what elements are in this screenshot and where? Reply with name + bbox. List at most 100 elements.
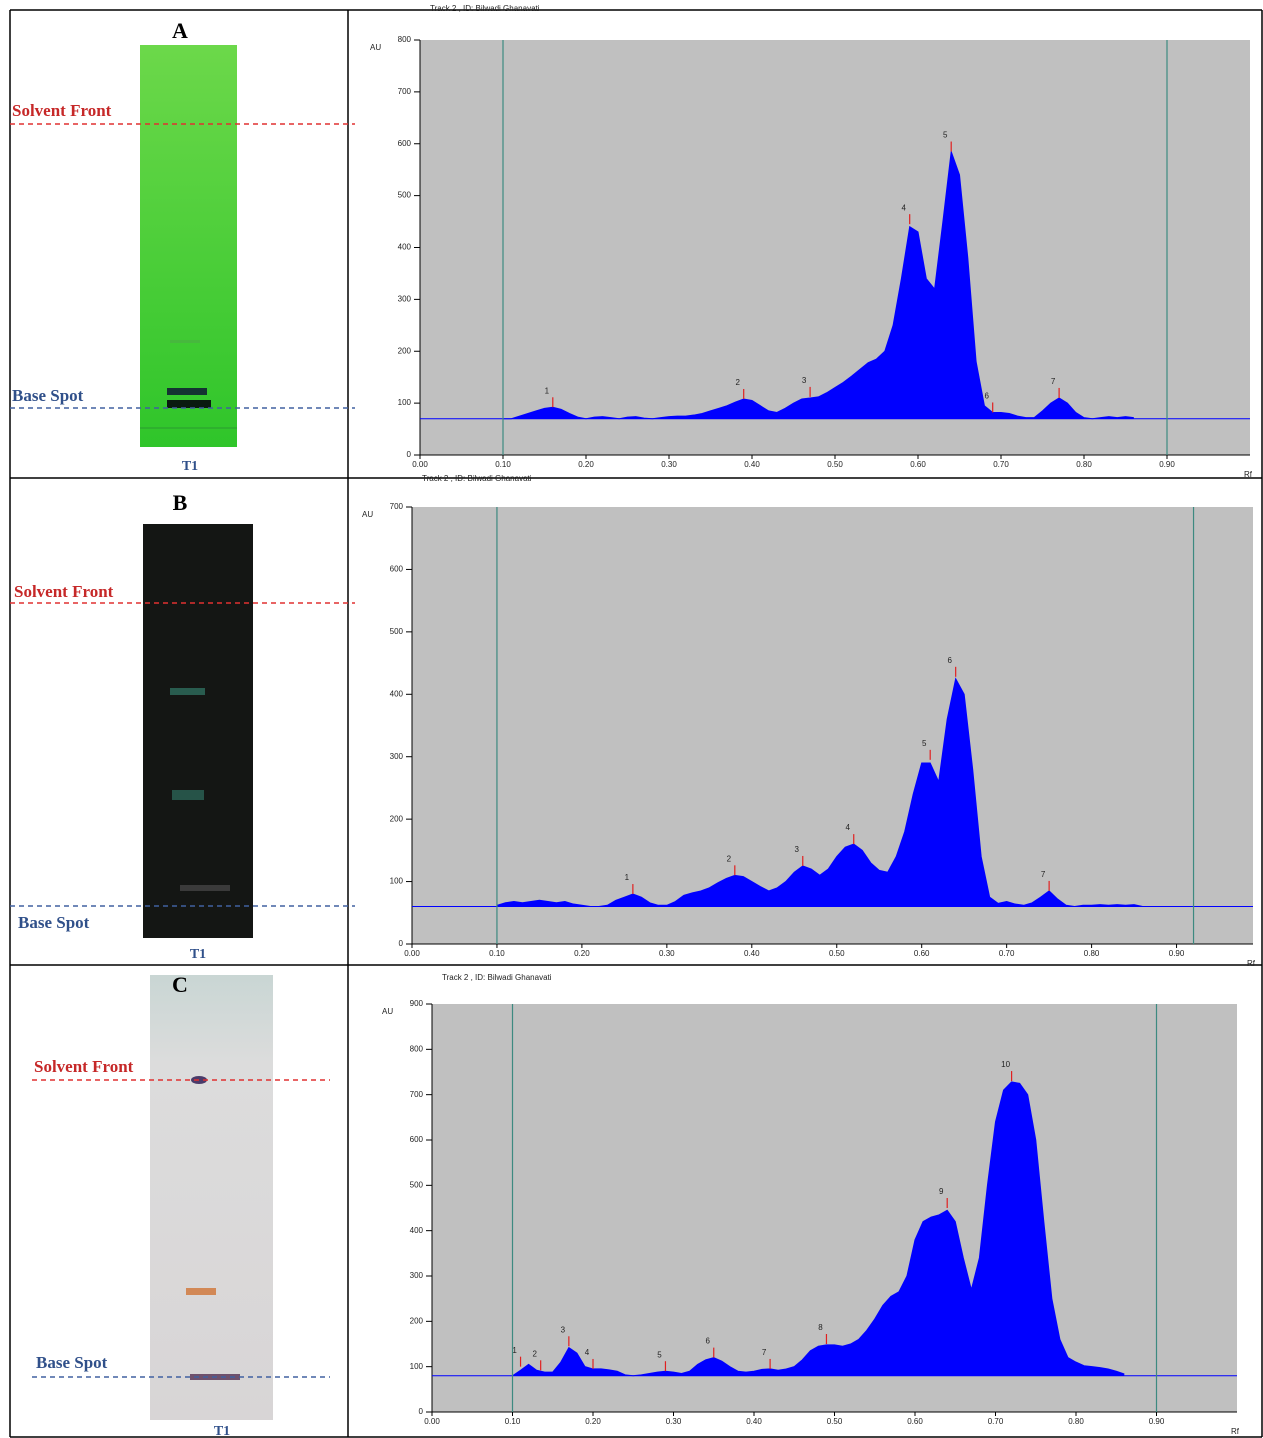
y-tick-label: 400: [398, 243, 412, 252]
plate-b: [10, 524, 355, 938]
x-tick-label: 0.30: [659, 949, 675, 958]
peak-label: 4: [846, 823, 851, 832]
peak-label: 8: [818, 1323, 823, 1332]
x-tick-label: 0.70: [993, 460, 1009, 469]
y-tick-label: 800: [410, 1044, 424, 1053]
panel-label: A: [172, 18, 188, 43]
peak-label: 6: [947, 656, 952, 665]
y-tick-label: 200: [398, 346, 412, 355]
x-tick-label: 0.10: [505, 1417, 521, 1426]
chart-title: Track 2 , ID: Bilwadi Ghanavati: [442, 973, 552, 982]
x-tick-label: 0.00: [404, 949, 420, 958]
track-label: T1: [182, 459, 198, 474]
x-tick-label: 0.70: [999, 949, 1015, 958]
y-tick-label: 500: [410, 1180, 424, 1189]
y-tick-label: 200: [410, 1316, 424, 1325]
peak-label: 10: [1001, 1060, 1010, 1069]
peak-label: 5: [943, 131, 948, 140]
trace-line: [512, 1081, 1125, 1377]
x-tick-label: 0.10: [495, 460, 511, 469]
peak-label: 1: [545, 386, 550, 395]
y-tick-label: 700: [390, 502, 404, 511]
peak-label: 7: [1051, 377, 1056, 386]
x-tick-label: 0.40: [744, 949, 760, 958]
panel-label: C: [172, 972, 188, 997]
x-tick-label: 0.10: [489, 949, 505, 958]
trace-line: [503, 151, 1134, 420]
x-tick-label: 0.30: [661, 460, 677, 469]
y-tick-label: 100: [398, 398, 412, 407]
x-tick-label: 0.40: [744, 460, 760, 469]
peak-label: 3: [561, 1325, 566, 1334]
x-tick-label: 0.80: [1084, 949, 1100, 958]
peak-label: 3: [795, 845, 800, 854]
chart-title: Track 2 , ID: Bilwadi Ghanavati: [422, 474, 532, 483]
base-spot-label: Base Spot: [18, 913, 90, 932]
x-tick-label: 0.00: [412, 460, 428, 469]
plate-a: [10, 45, 355, 447]
table-borders: [9, 9, 1263, 1438]
y-tick-label: 700: [410, 1090, 424, 1099]
y-tick-label: 200: [390, 814, 404, 823]
peak-label: 7: [1041, 870, 1046, 879]
y-tick-label: 900: [410, 999, 424, 1008]
y-tick-label: 600: [410, 1135, 424, 1144]
y-axis-label: AU: [382, 1007, 393, 1016]
peak-label: 1: [512, 1346, 517, 1355]
x-tick-label: 0.20: [578, 460, 594, 469]
y-tick-label: 0: [399, 939, 404, 948]
x-axis-label: Rf: [1244, 470, 1253, 479]
y-tick-label: 500: [390, 627, 404, 636]
track-label: T1: [214, 1424, 230, 1438]
x-tick-label: 0.80: [1068, 1417, 1084, 1426]
y-tick-label: 400: [390, 689, 404, 698]
y-axis-label: AU: [362, 510, 373, 519]
y-tick-label: 500: [398, 191, 412, 200]
x-tick-label: 0.00: [424, 1417, 440, 1426]
base-spot-label: Base Spot: [12, 386, 84, 405]
y-tick-label: 400: [410, 1226, 424, 1235]
peak-label: 2: [735, 378, 740, 387]
x-tick-label: 0.90: [1159, 460, 1175, 469]
x-tick-label: 0.70: [988, 1417, 1004, 1426]
x-tick-label: 0.50: [827, 1417, 843, 1426]
x-tick-label: 0.60: [907, 1417, 923, 1426]
y-tick-label: 300: [398, 294, 412, 303]
y-tick-label: 100: [390, 877, 404, 886]
x-tick-label: 0.60: [914, 949, 930, 958]
peak-area: [512, 1081, 1125, 1376]
solvent-front-label: Solvent Front: [34, 1057, 134, 1076]
plate-c: [32, 975, 330, 1420]
y-axis-label: AU: [370, 43, 381, 52]
panel-label: B: [173, 490, 188, 515]
x-tick-label: 0.80: [1076, 460, 1092, 469]
peak-label: 9: [939, 1187, 944, 1196]
peak-label: 5: [922, 739, 927, 748]
y-tick-label: 700: [398, 87, 412, 96]
plot-area: [420, 40, 1250, 455]
y-tick-label: 800: [398, 35, 412, 44]
x-tick-label: 0.60: [910, 460, 926, 469]
x-tick-label: 0.50: [827, 460, 843, 469]
y-tick-label: 0: [419, 1407, 424, 1416]
x-tick-label: 0.20: [574, 949, 590, 958]
y-tick-label: 300: [390, 752, 404, 761]
y-tick-label: 600: [398, 139, 412, 148]
x-axis-label: Rf: [1247, 959, 1256, 968]
x-tick-label: 0.50: [829, 949, 845, 958]
peak-label: 1: [625, 873, 630, 882]
base-spot-label: Base Spot: [36, 1353, 108, 1372]
y-tick-label: 600: [390, 565, 404, 574]
trace-line: [496, 677, 1143, 908]
peak-label: 4: [901, 203, 906, 212]
track-label: T1: [190, 947, 206, 962]
peak-label: 2: [532, 1349, 537, 1358]
peak-label: 2: [727, 854, 732, 863]
peak-label: 4: [585, 1348, 590, 1357]
chart-title: Track 2 , ID: Bilwadi Ghanavati: [430, 4, 540, 13]
peak-label: 5: [657, 1350, 662, 1359]
y-tick-label: 0: [407, 450, 412, 459]
x-axis-label: Rf: [1231, 1427, 1240, 1436]
x-tick-label: 0.40: [746, 1417, 762, 1426]
plot-area: [432, 1004, 1237, 1412]
